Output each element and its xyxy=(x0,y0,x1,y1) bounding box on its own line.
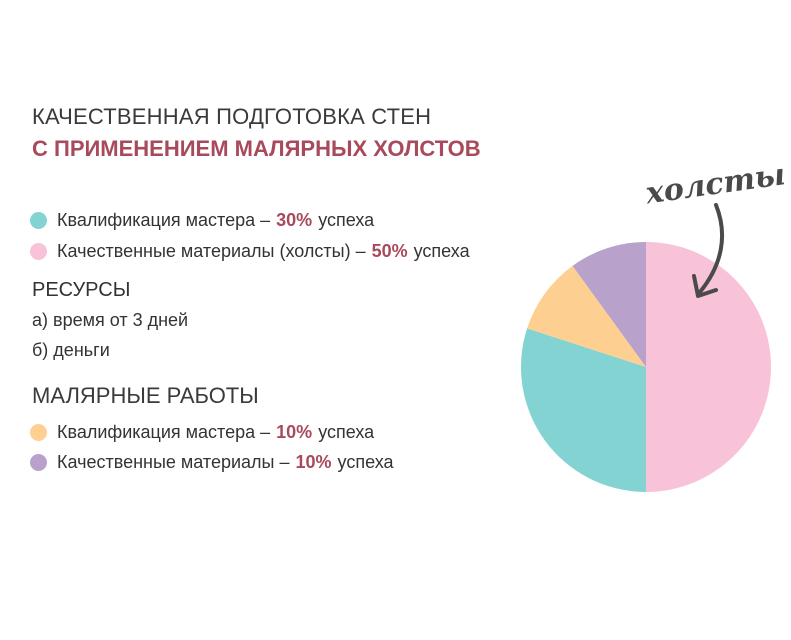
legend-swatch xyxy=(30,423,47,441)
legend-swatch xyxy=(30,211,47,229)
pie-slice-2 xyxy=(521,328,646,492)
legend-suffix: успеха xyxy=(337,451,394,472)
legend-percent: 10% xyxy=(276,421,313,442)
legend-suffix: успеха xyxy=(318,209,375,230)
legend-swatch xyxy=(30,242,47,260)
resource-item-time: а) время от 3 дней xyxy=(32,310,189,330)
legend-swatch xyxy=(30,453,47,471)
resource-item-money: б) деньги xyxy=(32,340,110,360)
legend-item-master-10: Квалификация мастера – 10% успеха xyxy=(30,421,374,443)
annotation-arrowhead-icon xyxy=(692,274,718,298)
painting-works-title: МАЛЯРНЫЕ РАБОТЫ xyxy=(32,383,259,408)
legend-label: Квалификация мастера – xyxy=(57,421,271,442)
legend-label: Качественные материалы – xyxy=(57,451,290,472)
title-line-2: С ПРИМЕНЕНИЕМ МАЛЯРНЫХ ХОЛСТОВ xyxy=(32,136,481,161)
legend-item-materials-10: Качественные материалы – 10% успеха xyxy=(30,451,394,473)
legend-suffix: успеха xyxy=(413,240,470,261)
legend-percent: 10% xyxy=(295,451,332,472)
annotation-arrow-icon xyxy=(698,203,724,294)
legend-percent: 50% xyxy=(371,240,408,261)
legend-item-master-30: Квалификация мастера – 30% успеха xyxy=(30,209,374,231)
pie-slices xyxy=(521,242,771,492)
title-line-1: КАЧЕСТВЕННАЯ ПОДГОТОВКА СТЕН xyxy=(32,104,432,129)
legend-label: Качественные материалы (холсты) – xyxy=(57,240,366,261)
legend-item-materials-50: Качественные материалы (холсты) – 50% ус… xyxy=(30,240,470,262)
legend-label: Квалификация мастера – xyxy=(57,209,271,230)
legend-percent: 30% xyxy=(276,209,313,230)
resources-title: РЕСУРСЫ xyxy=(32,279,131,301)
legend-suffix: успеха xyxy=(318,421,375,442)
pie-slice-4 xyxy=(572,242,646,367)
pie-slice-1 xyxy=(646,242,771,492)
pie-slice-3 xyxy=(527,265,646,367)
